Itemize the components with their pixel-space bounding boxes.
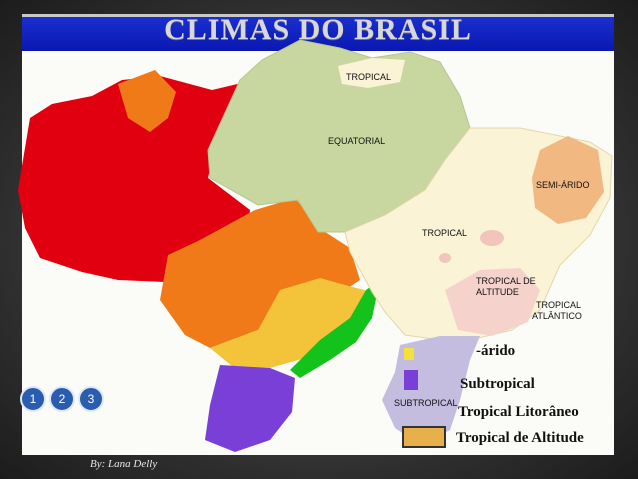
legend-subtropical: Subtropical xyxy=(460,376,535,392)
author-credit: By: Lana Delly xyxy=(90,458,158,470)
nav-button-1[interactable]: 1 xyxy=(20,386,46,412)
legend-swatch-tropical-altitude xyxy=(402,426,446,448)
legend-tropical-litoraneo: Tropical Litorâneo xyxy=(458,404,579,420)
region-orange-north xyxy=(118,70,176,132)
region-lavender xyxy=(382,336,480,445)
region-purple xyxy=(205,365,295,452)
nav-button-2[interactable]: 2 xyxy=(49,386,75,412)
region-semiarido xyxy=(532,136,604,224)
label-tropical-altitude-1: TROPICAL DE xyxy=(476,276,536,286)
label-tropical-atlantico-2: ATLÂNTICO xyxy=(532,311,582,321)
label-subtropical-map: SUBTROPICAL xyxy=(394,398,458,408)
region-pink-spot-2 xyxy=(439,253,451,263)
legend-tropical-altitude: Tropical de Altitude xyxy=(456,430,584,446)
region-green xyxy=(290,280,380,378)
region-pink-spot-1 xyxy=(480,230,504,246)
label-tropical: TROPICAL xyxy=(422,228,468,238)
legend-swatch-semiarido xyxy=(404,348,414,360)
region-yellow xyxy=(210,278,372,368)
label-equatorial: EQUATORIAL xyxy=(328,136,386,146)
label-tropical-atlantico-1: TROPICAL xyxy=(536,300,582,310)
page-title: CLIMAS DO BRASIL xyxy=(164,13,472,46)
label-semiarido: SEMI-ÁRIDO xyxy=(536,180,590,190)
region-pink xyxy=(445,268,540,336)
label-tropical-altitude-2: ALTITUDE xyxy=(476,287,519,297)
region-tropical-top xyxy=(338,58,405,88)
legend-semiarido: -árido xyxy=(476,343,516,359)
label-tropical-top: TROPICAL xyxy=(346,72,392,82)
region-red xyxy=(18,76,252,282)
nav-button-3[interactable]: 3 xyxy=(78,386,104,412)
legend-swatch-subtropical xyxy=(404,370,418,390)
